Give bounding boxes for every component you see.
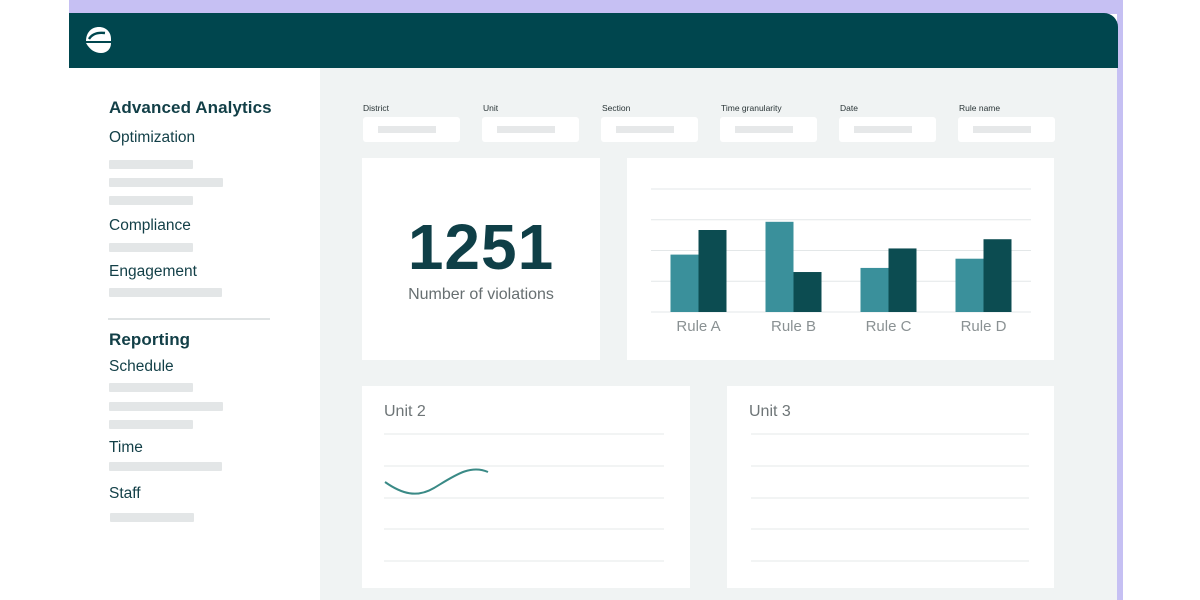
bar-rule-c-series-2: [888, 248, 917, 312]
filter-label-unit: Unit: [483, 103, 499, 113]
bar-rule-d-series-2: [983, 239, 1012, 312]
placeholder-line: [109, 196, 193, 205]
unit-2-card: Unit 2: [362, 386, 690, 588]
sidebar-item-schedule[interactable]: Schedule: [109, 358, 174, 375]
trend-line: [384, 468, 489, 495]
sidebar-item-compliance[interactable]: Compliance: [109, 217, 191, 234]
select-value-placeholder: [497, 126, 555, 133]
unit-3-card: Unit 3: [727, 386, 1054, 588]
bar-chart-card: Rule A Rule B Rule C Rule D: [627, 158, 1054, 360]
filter-district-select[interactable]: [363, 117, 460, 142]
bar-chart: Rule A Rule B Rule C Rule D: [651, 188, 1031, 335]
bar-rule-b-series-1: [765, 221, 794, 312]
filter-label-rule-name: Rule name: [959, 103, 1001, 113]
filter-rule-name-select[interactable]: [958, 117, 1055, 142]
select-value-placeholder: [616, 126, 674, 133]
placeholder-line: [109, 462, 222, 471]
select-value-placeholder: [378, 126, 436, 133]
bar-rule-a-series-2: [698, 230, 727, 312]
kpi-value: 1251: [407, 211, 555, 283]
filter-unit-select[interactable]: [482, 117, 579, 142]
filter-section-select[interactable]: [601, 117, 698, 142]
sidebar-item-staff[interactable]: Staff: [109, 485, 141, 502]
placeholder-line: [109, 383, 193, 392]
sidebar-item-engagement[interactable]: Engagement: [109, 263, 197, 280]
placeholder-line: [110, 513, 194, 522]
x-tick-label: Rule C: [866, 318, 912, 335]
bar-rule-b-series-2: [793, 272, 822, 312]
placeholder-line: [109, 402, 223, 411]
bar-rule-d-series-1: [955, 258, 984, 312]
x-tick-label: Rule A: [676, 318, 720, 335]
main-content: District Unit Section Time granularity D…: [320, 68, 1117, 600]
kpi-card: 1251 Number of violations: [362, 158, 600, 360]
divider: [108, 318, 270, 320]
background-strip-right: [1117, 0, 1123, 600]
bar-rule-c-series-1: [860, 267, 889, 312]
filter-time-granularity-select[interactable]: [720, 117, 817, 142]
select-value-placeholder: [735, 126, 793, 133]
background-strip: [69, 0, 1122, 14]
filter-label-date: Date: [840, 103, 858, 113]
kpi-label: Number of violations: [408, 286, 554, 303]
section-title-advanced-analytics: Advanced Analytics: [109, 98, 272, 117]
placeholder-line: [109, 288, 222, 297]
x-tick-label: Rule D: [961, 318, 1007, 335]
bar-rule-a-series-1: [670, 254, 699, 312]
leaf-logo-icon[interactable]: [83, 25, 113, 55]
placeholder-line: [109, 178, 223, 187]
x-tick-label: Rule B: [771, 318, 816, 335]
section-title-reporting: Reporting: [109, 330, 191, 349]
placeholder-line: [109, 160, 193, 169]
placeholder-line: [109, 243, 193, 252]
select-value-placeholder: [973, 126, 1031, 133]
filter-label-time-granularity: Time granularity: [721, 103, 782, 113]
filter-date-select[interactable]: [839, 117, 936, 142]
filter-label-section: Section: [602, 103, 631, 113]
sidebar: Advanced Analytics Optimization Complian…: [69, 68, 320, 600]
unit-2-title: Unit 2: [384, 403, 426, 420]
filter-label-district: District: [363, 103, 389, 113]
top-bar: [69, 13, 1118, 68]
sidebar-item-time[interactable]: Time: [109, 439, 143, 456]
unit-3-title: Unit 3: [749, 403, 791, 420]
unit-3-grid: [751, 433, 1029, 562]
sidebar-item-optimization[interactable]: Optimization: [109, 129, 196, 146]
placeholder-line: [109, 420, 193, 429]
select-value-placeholder: [854, 126, 912, 133]
unit-2-line-chart: [384, 433, 664, 562]
